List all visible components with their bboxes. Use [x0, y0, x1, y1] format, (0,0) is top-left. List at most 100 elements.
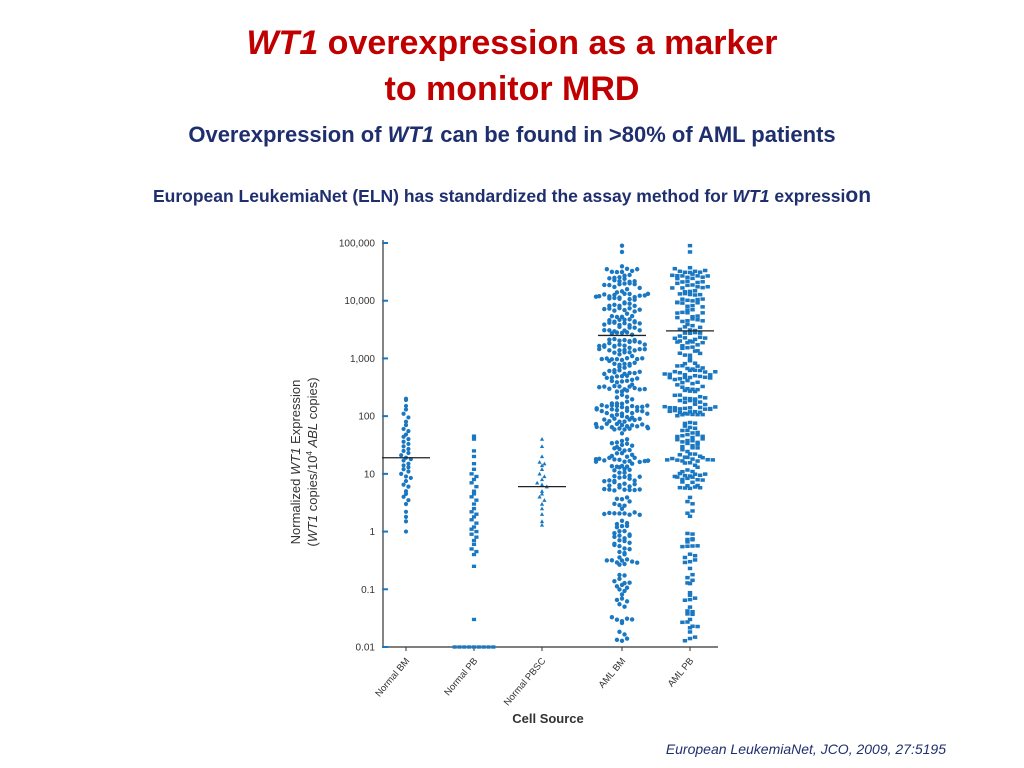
- data-point: [680, 385, 685, 389]
- data-point: [481, 645, 486, 649]
- data-point: [594, 424, 599, 430]
- data-point: [469, 532, 474, 536]
- data-point: [697, 270, 703, 274]
- data-point: [617, 528, 622, 534]
- data-point: [677, 334, 683, 338]
- data-point: [685, 537, 690, 542]
- data-point: [697, 400, 703, 404]
- data-point: [685, 455, 690, 460]
- data-point: [695, 301, 700, 305]
- data-point: [614, 440, 620, 445]
- data-point: [607, 337, 612, 342]
- data-point: [682, 400, 688, 404]
- data-point: [680, 319, 685, 324]
- data-point: [680, 459, 685, 463]
- data-point: [713, 370, 718, 374]
- data-point: [612, 320, 617, 325]
- data-point: [612, 416, 617, 421]
- data-point: [617, 602, 622, 607]
- data-point: [593, 294, 599, 299]
- data-point: [685, 279, 690, 283]
- y-axis-title-line2: (WT1 copies/104 ABL copies): [305, 377, 320, 546]
- data-point: [677, 398, 683, 403]
- data-point: [627, 540, 632, 545]
- data-point: [627, 499, 632, 504]
- data-point: [667, 372, 672, 377]
- data-point: [609, 403, 615, 408]
- data-point: [624, 585, 630, 590]
- data-point: [685, 386, 690, 391]
- data-point: [685, 378, 690, 383]
- data-point: [634, 405, 640, 410]
- data-point: [614, 421, 620, 427]
- data-point: [627, 533, 632, 538]
- data-point: [690, 537, 695, 542]
- data-point: [612, 292, 617, 298]
- data-point: [700, 366, 705, 370]
- data-point: [617, 384, 622, 389]
- data-point: [617, 342, 622, 347]
- data-point: [692, 452, 698, 456]
- data-point: [690, 609, 695, 614]
- data-point: [687, 597, 693, 602]
- data-point: [629, 617, 635, 622]
- data-point: [471, 502, 477, 506]
- data-point: [539, 437, 545, 441]
- data-point: [692, 426, 698, 431]
- data-point: [614, 403, 620, 409]
- data-point: [700, 305, 705, 309]
- data-point: [403, 478, 409, 484]
- data-point: [622, 604, 627, 609]
- data-point: [462, 645, 467, 649]
- data-point: [622, 307, 627, 313]
- data-point: [677, 485, 683, 490]
- data-point: [619, 596, 625, 601]
- data-point: [607, 296, 612, 301]
- data-point: [632, 348, 637, 353]
- data-point: [662, 372, 667, 376]
- data-point: [619, 374, 625, 379]
- data-point: [687, 461, 693, 465]
- data-point: [617, 317, 622, 322]
- data-point: [692, 361, 698, 365]
- data-point: [614, 407, 620, 413]
- data-point: [607, 282, 612, 288]
- data-point: [617, 446, 622, 452]
- data-point: [597, 456, 602, 462]
- data-point: [614, 314, 620, 320]
- data-point: [622, 317, 627, 322]
- data-point: [702, 375, 708, 380]
- data-point: [680, 412, 685, 417]
- data-point: [617, 279, 622, 284]
- data-point: [702, 396, 708, 400]
- data-point: [675, 434, 680, 439]
- data-point: [687, 566, 693, 571]
- data-point: [624, 599, 630, 604]
- data-point: [672, 336, 678, 341]
- data-point: [700, 297, 705, 301]
- data-point: [619, 264, 625, 269]
- ylabel-l2-b: copies/10: [305, 456, 320, 515]
- data-point: [609, 440, 615, 446]
- data-point: [700, 275, 705, 279]
- data-point: [695, 477, 700, 482]
- data-point: [690, 431, 695, 435]
- data-point: [682, 375, 688, 380]
- data-point: [624, 388, 630, 393]
- data-point: [609, 614, 615, 620]
- data-point: [637, 512, 642, 518]
- data-point: [665, 458, 670, 462]
- data-point: [687, 406, 693, 410]
- data-point: [619, 413, 625, 419]
- data-point: [690, 572, 695, 577]
- data-point: [612, 344, 617, 349]
- data-point: [612, 295, 617, 301]
- data-point: [619, 269, 625, 275]
- data-point: [685, 441, 690, 446]
- data-point: [675, 300, 680, 305]
- data-point: [687, 593, 693, 597]
- data-point: [645, 426, 651, 431]
- data-point: [612, 277, 617, 283]
- data-point: [692, 389, 698, 394]
- data-point: [687, 617, 693, 622]
